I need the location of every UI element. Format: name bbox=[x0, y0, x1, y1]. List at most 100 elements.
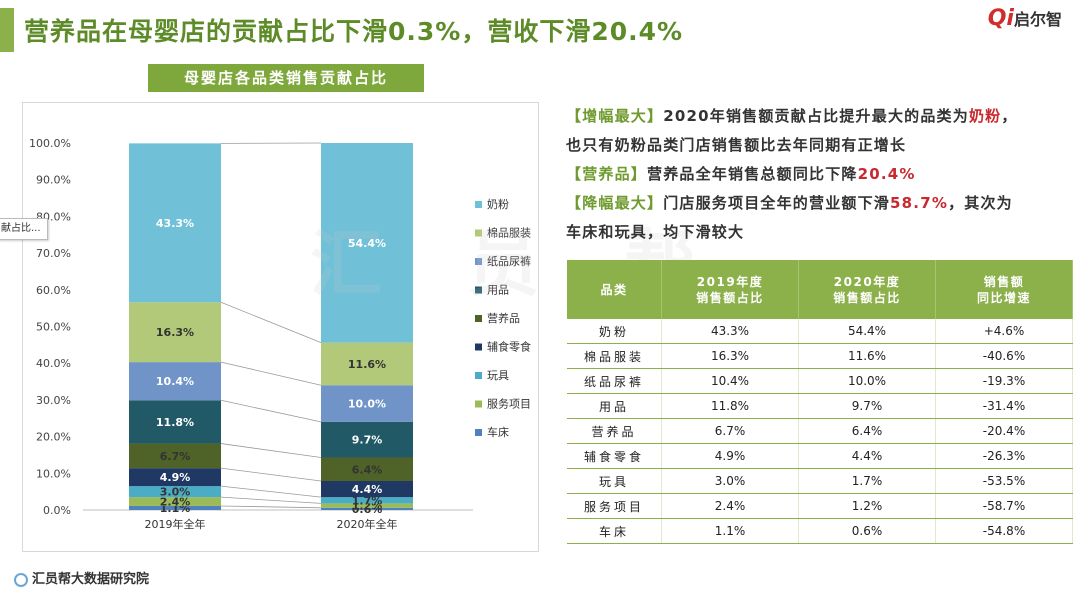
table-header-cell: 2019年度 销售额占比 bbox=[661, 260, 799, 319]
bar-segment bbox=[129, 505, 221, 510]
table-cell: -40.6% bbox=[935, 343, 1073, 369]
table-cell: -26.3% bbox=[935, 443, 1073, 469]
logo-text: 启尔智 bbox=[1013, 10, 1062, 29]
note-segment: 【降幅最大】 bbox=[566, 194, 664, 212]
y-tick-label: 10.0% bbox=[36, 467, 71, 480]
note-segment: 58.7% bbox=[890, 194, 949, 212]
table-row: 辅食零食 4.9% 4.4% -26.3% bbox=[567, 443, 1073, 469]
table-cell: -19.3% bbox=[935, 368, 1073, 394]
table-cell: 用品 bbox=[567, 393, 662, 419]
legend-label: 玩具 bbox=[487, 369, 509, 382]
table-row: 服务项目 2.4% 1.2% -58.7% bbox=[567, 493, 1073, 519]
legend-label: 奶粉 bbox=[487, 197, 509, 211]
note-segment: 奶粉 bbox=[968, 107, 1002, 125]
note-segment: 也只有奶粉品类门店销售额比去年同期有正增长 bbox=[566, 136, 907, 154]
bar-segment bbox=[129, 362, 221, 401]
note-segment: 车床和玩具，均下滑较大 bbox=[566, 223, 745, 241]
table-cell: -31.4% bbox=[935, 393, 1073, 419]
table-row: 纸品尿裤 10.4% 10.0% -19.3% bbox=[567, 368, 1073, 394]
legend-label: 用品 bbox=[487, 284, 509, 297]
table-cell: 6.7% bbox=[661, 418, 799, 444]
bar-segment bbox=[129, 443, 221, 469]
bar-segment bbox=[321, 342, 413, 386]
bar-segment bbox=[129, 400, 221, 444]
bar-segment bbox=[321, 143, 413, 343]
data-label: 2.4% bbox=[160, 496, 191, 509]
legend-label: 服务项目 bbox=[487, 398, 531, 411]
table-cell: 奶粉 bbox=[567, 319, 662, 344]
note-segment: 营养品全年销售总额同比下降 bbox=[647, 165, 858, 183]
note-segment: ，其次为 bbox=[948, 194, 1013, 212]
note-segment: 20.4% bbox=[857, 165, 916, 183]
y-tick-label: 90.0% bbox=[36, 174, 71, 187]
table-cell: 服务项目 bbox=[567, 493, 662, 519]
bar-segment bbox=[321, 385, 413, 422]
table-cell: 玩具 bbox=[567, 468, 662, 494]
data-label: 4.4% bbox=[352, 483, 383, 496]
connector-line bbox=[220, 467, 322, 482]
table-cell: 11.6% bbox=[798, 343, 936, 369]
data-label: 4.9% bbox=[160, 471, 191, 484]
data-label: 9.7% bbox=[352, 434, 383, 447]
y-tick-label: 0.0% bbox=[43, 504, 71, 517]
bar-segment bbox=[129, 302, 221, 363]
chart-container: 0.0% 10.0% 20.0% 30.0% 40.0% 50.0% 60.0% 70.0% 8… bbox=[22, 102, 539, 552]
table-cell: -20.4% bbox=[935, 418, 1073, 444]
table-header-cell: 销售额 同比增速 bbox=[935, 260, 1073, 319]
x-category-label: 2020年全年 bbox=[337, 517, 398, 531]
bar-segment bbox=[129, 497, 221, 506]
bar-segment bbox=[321, 421, 413, 458]
connector-line bbox=[220, 443, 322, 458]
y-tick-label: 40.0% bbox=[36, 357, 71, 370]
data-label: 6.7% bbox=[160, 450, 191, 463]
legend-swatch bbox=[475, 429, 482, 436]
table-cell: 11.8% bbox=[661, 393, 799, 419]
note-segment: 【营养品】 bbox=[566, 165, 648, 183]
table-header-cell: 2020年度 销售额占比 bbox=[798, 260, 936, 319]
table-cell: 纸品尿裤 bbox=[567, 368, 662, 394]
table-header-cell: 品类 bbox=[567, 260, 662, 319]
x-category-label: 2019年全年 bbox=[145, 517, 206, 531]
table-row: 用品 11.8% 9.7% -31.4% bbox=[567, 393, 1073, 419]
connector-line bbox=[220, 505, 322, 509]
table-cell: -54.8% bbox=[935, 518, 1073, 544]
brand-circle-icon bbox=[14, 572, 28, 587]
table-cell: 2.4% bbox=[661, 493, 799, 519]
table-cell: +4.6% bbox=[935, 319, 1073, 344]
footer-source: 汇员帮大数据研究院 bbox=[14, 568, 149, 587]
legend-swatch bbox=[475, 201, 482, 208]
brand-logo: Qi启尔智 bbox=[988, 6, 1062, 31]
table-cell: 4.9% bbox=[661, 443, 799, 469]
data-label: 54.4% bbox=[348, 237, 386, 250]
connector-line bbox=[220, 361, 322, 386]
table-cell: 3.0% bbox=[661, 468, 799, 494]
legend-label: 棉品服装 bbox=[487, 226, 531, 240]
chart-tooltip: 献占比... bbox=[0, 218, 48, 240]
table-cell: 6.4% bbox=[798, 418, 936, 444]
table-cell: -53.5% bbox=[935, 468, 1073, 494]
y-tick-label: 60.0% bbox=[36, 284, 71, 297]
table-row: 车床 1.1% 0.6% -54.8% bbox=[567, 518, 1073, 544]
table-row: 棉品服装 16.3% 11.6% -40.6% bbox=[567, 343, 1073, 369]
insight-notes: 【增幅最大】2020年销售额贡献占比提升最大的品类为奶粉， 也只有奶粉品类门店销售… bbox=[566, 102, 1071, 247]
note-segment: 2020年销售额贡献占比提升最大的品类为 bbox=[663, 107, 969, 125]
note-segment: ， bbox=[1001, 107, 1018, 125]
table-row: 玩具 3.0% 1.7% -53.5% bbox=[567, 468, 1073, 494]
bar-segment bbox=[321, 503, 413, 508]
bar-segment bbox=[321, 457, 413, 482]
legend-label: 车床 bbox=[487, 425, 509, 439]
connector-line bbox=[220, 496, 322, 504]
data-label: 16.3% bbox=[156, 326, 194, 339]
data-label: 6.4% bbox=[352, 463, 383, 476]
data-label: 1.7% bbox=[352, 494, 383, 507]
table-cell: 4.4% bbox=[798, 443, 936, 469]
table-cell: 1.7% bbox=[798, 468, 936, 494]
data-label: 3.0% bbox=[160, 486, 191, 499]
data-label: 11.6% bbox=[348, 358, 386, 371]
note-segment: 【增幅最大】 bbox=[566, 107, 664, 125]
table-row: 营养品 6.7% 6.4% -20.4% bbox=[567, 418, 1073, 444]
note-line: 车床和玩具，均下滑较大 bbox=[566, 218, 1071, 247]
table-header-row: 品类 2019年度 销售额占比 2020年度 销售额占比 销售额 同比增速 bbox=[567, 260, 1073, 319]
logo-letter: Qi bbox=[987, 6, 1014, 31]
connector-line bbox=[220, 485, 322, 498]
